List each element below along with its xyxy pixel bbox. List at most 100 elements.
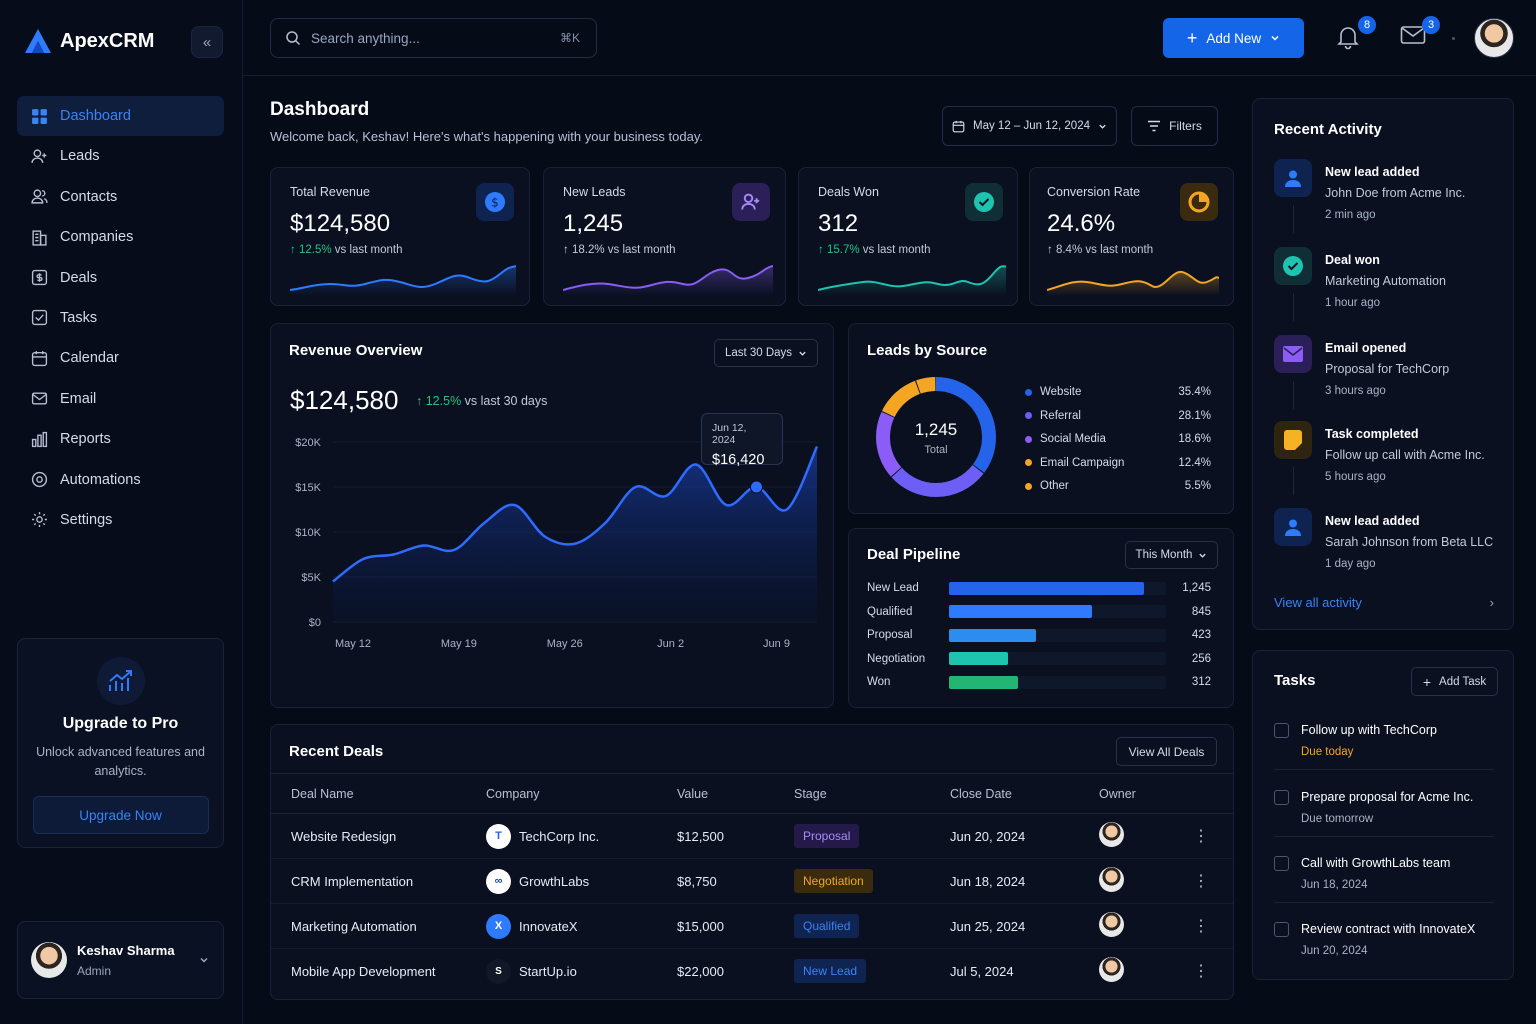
search-input[interactable]: Search anything... ⌘K: [270, 18, 597, 58]
stage-badge: Proposal: [794, 824, 860, 848]
notifications-button[interactable]: 8: [1336, 16, 1376, 52]
chevron-right-icon: ›: [1489, 595, 1494, 610]
sidebar-item-contacts[interactable]: Contacts: [17, 177, 224, 217]
chevron-down-icon[interactable]: [199, 952, 209, 970]
messages-button[interactable]: 3: [1400, 16, 1440, 52]
collapse-sidebar-button[interactable]: «: [191, 26, 223, 58]
avatar[interactable]: [1099, 822, 1124, 847]
sidebar-item-label: Settings: [60, 511, 113, 528]
messages-badge: 3: [1422, 16, 1440, 34]
chevron-down-icon: [799, 351, 806, 356]
date-range-picker[interactable]: May 12 – Jun 12, 2024: [942, 106, 1117, 146]
column-header-close-date[interactable]: Close Date: [950, 773, 1099, 814]
divider: [1274, 836, 1494, 837]
avatar[interactable]: [1474, 18, 1514, 58]
app-logo[interactable]: ApexCRM: [24, 28, 154, 54]
task-checkbox[interactable]: [1274, 922, 1289, 937]
pipeline-stage: Qualified: [867, 605, 913, 618]
activity-time: 1 day ago: [1325, 558, 1376, 570]
sidebar-item-automations[interactable]: Automations: [17, 460, 224, 500]
x-tick-label: May 26: [547, 638, 583, 650]
user-profile-card[interactable]: Keshav Sharma Admin: [17, 921, 224, 999]
pipeline-period-select[interactable]: This Month: [1125, 541, 1218, 569]
legend-value: 5.5%: [1184, 480, 1211, 493]
legend-item[interactable]: Email Campaign 12.4%: [1025, 457, 1211, 469]
more-vertical-icon[interactable]: ⋮: [1193, 873, 1209, 890]
avatar[interactable]: [1099, 957, 1124, 983]
svg-text:$: $: [491, 196, 499, 210]
tooltip-value: $16,420: [712, 452, 765, 468]
period-select[interactable]: Last 30 Days: [714, 339, 818, 367]
column-header-stage[interactable]: Stage: [794, 773, 950, 814]
column-header-deal-name[interactable]: Deal Name: [271, 773, 486, 814]
view-all-deals-button[interactable]: View All Deals: [1116, 737, 1217, 766]
avatar[interactable]: [1099, 867, 1124, 892]
sidebar-item-email[interactable]: Email: [17, 379, 224, 419]
row-actions: ⋮: [1193, 903, 1233, 949]
column-header-value[interactable]: Value: [677, 773, 794, 814]
pipeline-row[interactable]: Qualified 845: [867, 605, 1211, 619]
upgrade-now-button[interactable]: Upgrade Now: [32, 796, 209, 834]
pipeline-row[interactable]: Won 312: [867, 675, 1211, 689]
sidebar-item-companies[interactable]: Companies: [17, 217, 224, 257]
pipeline-count: 423: [1191, 629, 1211, 642]
sidebar-item-reports[interactable]: Reports: [17, 419, 224, 459]
stat-card-total-revenue: Total Revenue $124,580 ↑ 12.5% vs last m…: [270, 167, 530, 306]
leads-donut-chart[interactable]: [871, 372, 1001, 502]
stat-delta-text: vs last month: [862, 244, 931, 256]
pipeline-bar: [949, 605, 1093, 619]
page-subtitle: Welcome back, Keshav! Here's what's happ…: [270, 129, 703, 144]
table-row[interactable]: Marketing Automation X InnovateX $15,000 …: [271, 903, 1233, 949]
task-due: Jun 18, 2024: [1301, 879, 1368, 891]
add-new-button[interactable]: + Add New: [1163, 18, 1304, 58]
legend-item[interactable]: Referral 28.1%: [1025, 410, 1211, 422]
pipeline-row[interactable]: Proposal 423: [867, 628, 1211, 642]
more-vertical-icon[interactable]: ⋮: [1193, 963, 1209, 981]
legend-item[interactable]: Other 5.5%: [1025, 480, 1211, 492]
calendar-icon: [31, 350, 48, 366]
innovatex-logo-icon: X: [486, 913, 511, 939]
deals-sparkline: [818, 265, 1006, 296]
table-row[interactable]: Website Redesign T TechCorp Inc. $12,500 …: [271, 813, 1233, 859]
task-checkbox[interactable]: [1274, 723, 1289, 738]
activity-title: Email opened: [1325, 341, 1407, 355]
sidebar-item-settings[interactable]: Settings: [17, 500, 224, 540]
legend-item[interactable]: Social Media 18.6%: [1025, 433, 1211, 445]
sidebar-item-label: Deals: [60, 269, 98, 286]
more-vertical-icon[interactable]: ⋮: [1193, 918, 1209, 935]
deal-owner: [1099, 813, 1193, 859]
legend-dot: [1025, 459, 1032, 467]
row-actions: ⋮: [1193, 813, 1233, 859]
row-actions: ⋮: [1193, 858, 1233, 904]
task-checkbox[interactable]: [1274, 790, 1289, 805]
avatar[interactable]: [1099, 912, 1124, 937]
add-task-button[interactable]: + Add Task: [1411, 667, 1498, 696]
legend-item[interactable]: Website 35.4%: [1025, 386, 1211, 398]
more-vertical-icon[interactable]: ⋮: [1193, 828, 1209, 845]
sidebar-item-leads[interactable]: Leads: [17, 136, 224, 176]
sidebar-item-deals[interactable]: Deals: [17, 258, 224, 298]
table-row[interactable]: CRM Implementation ∞ GrowthLabs $8,750 Ne…: [271, 858, 1233, 904]
revenue-area-chart[interactable]: $0 $5K $10K $15K $20K May 12 May 19 May 26 Jun 2…: [271, 324, 835, 709]
pipeline-row[interactable]: New Lead 1,245: [867, 581, 1211, 595]
pipeline-row[interactable]: Negotiation 256: [867, 652, 1211, 666]
task-title: Prepare proposal for Acme Inc.: [1301, 790, 1474, 804]
sidebar-item-calendar[interactable]: Calendar: [17, 338, 224, 378]
column-header-owner[interactable]: Owner: [1099, 773, 1193, 814]
table-row[interactable]: Mobile App Development S StartUp.io $22,0…: [271, 949, 1233, 994]
sidebar-item-dashboard[interactable]: Dashboard: [17, 96, 224, 136]
column-header-company[interactable]: Company: [486, 773, 677, 814]
view-all-activity-link[interactable]: View all activity ›: [1274, 595, 1494, 610]
legend-dot: [1025, 388, 1032, 396]
activity-title: Task completed: [1325, 427, 1419, 441]
task-checkbox[interactable]: [1274, 856, 1289, 871]
sidebar-item-tasks[interactable]: Tasks: [17, 298, 224, 338]
activity-description: John Doe from Acme Inc.: [1325, 186, 1466, 200]
deal-company: X InnovateX: [486, 903, 677, 949]
grid-icon: [32, 108, 47, 124]
filters-button[interactable]: Filters: [1131, 106, 1218, 146]
leads-sparkline: [563, 265, 773, 296]
stat-value: $124,580: [290, 210, 391, 237]
legend-value: 18.6%: [1178, 433, 1211, 446]
stat-delta-text: vs last month: [334, 244, 403, 256]
